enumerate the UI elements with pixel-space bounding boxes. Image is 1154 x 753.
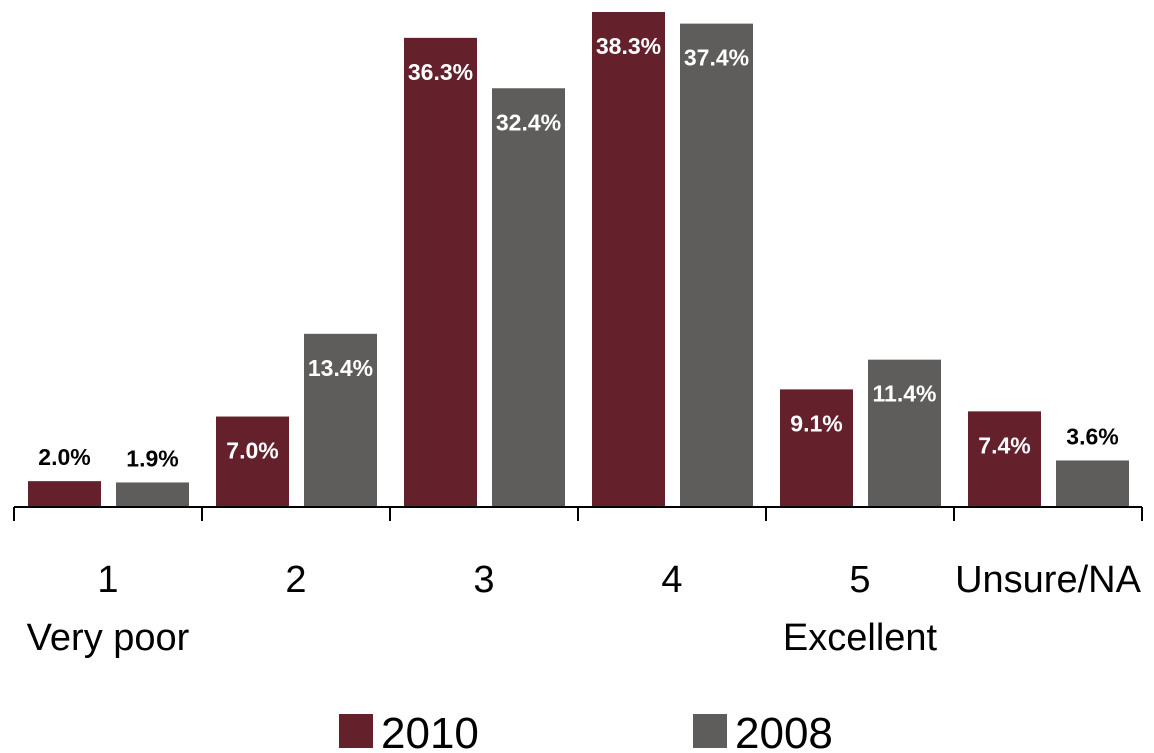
category-sublabel-4: Excellent <box>783 617 938 659</box>
bar-2008-5 <box>1056 460 1129 507</box>
category-sublabel-0: Very poor <box>27 617 190 659</box>
data-label-2010-1: 7.0% <box>226 438 278 464</box>
category-label-4: 5 <box>849 559 870 601</box>
category-label-3: 4 <box>661 559 682 601</box>
data-label-2010-5: 7.4% <box>978 432 1030 458</box>
bar-2008-2 <box>492 88 565 507</box>
data-label-2008-5: 3.6% <box>1066 423 1118 449</box>
bar-2008-1 <box>304 333 377 507</box>
legend-label-2008: 2008 <box>735 709 833 753</box>
category-label-0: 1 <box>97 559 118 601</box>
legend-swatch-2008 <box>693 714 727 748</box>
legend-swatch-2010 <box>339 714 373 748</box>
category-label-2: 3 <box>473 559 494 601</box>
bar-2008-0 <box>116 482 189 507</box>
data-label-2008-2: 32.4% <box>496 109 561 135</box>
data-label-2008-1: 13.4% <box>308 355 373 381</box>
bar-2010-0 <box>28 481 101 507</box>
bar-2010-4 <box>780 389 853 507</box>
bar-2010-3 <box>592 12 665 507</box>
legend-label-2010: 2010 <box>381 709 479 753</box>
bar-2010-1 <box>216 416 289 507</box>
data-label-2010-4: 9.1% <box>790 410 842 436</box>
data-label-2010-2: 36.3% <box>408 59 473 85</box>
bar-2008-4 <box>868 359 941 507</box>
data-label-2010-3: 38.3% <box>596 33 661 59</box>
category-label-1: 2 <box>285 559 306 601</box>
bar-2010-5 <box>968 411 1041 507</box>
data-label-2008-0: 1.9% <box>126 445 178 471</box>
bar-2010-2 <box>404 37 477 507</box>
category-label-5: Unsure/NA <box>955 559 1141 601</box>
data-label-2008-4: 11.4% <box>873 381 937 407</box>
data-label-2010-0: 2.0% <box>38 444 90 470</box>
bar-2008-3 <box>680 23 753 507</box>
data-label-2008-3: 37.4% <box>684 45 749 71</box>
